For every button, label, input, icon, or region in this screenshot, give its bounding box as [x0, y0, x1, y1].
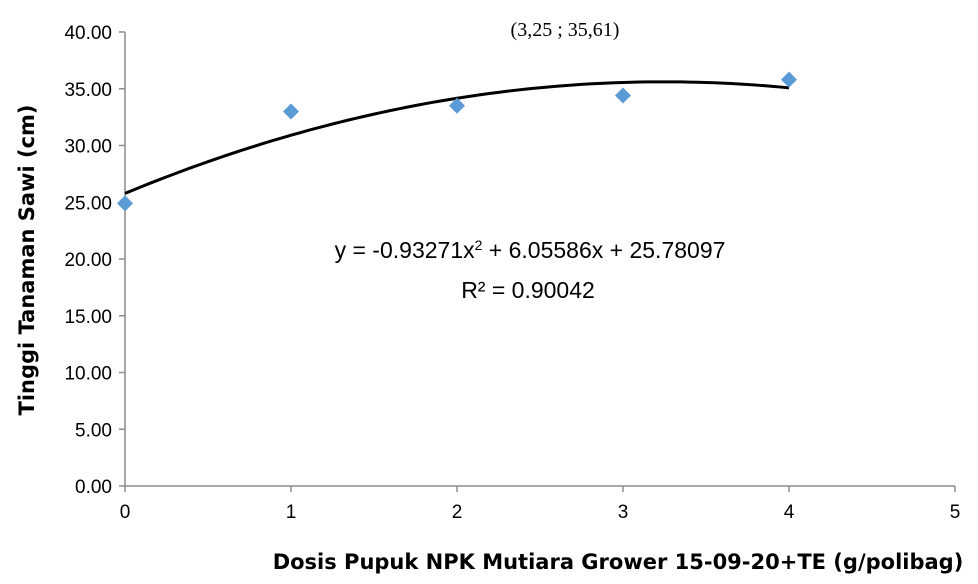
y-tick-label: 35.00 [64, 80, 112, 101]
data-point [449, 97, 465, 114]
x-tick-label: 0 [120, 502, 131, 523]
y-ticks: 0.00 5.00 10.00 15.00 20.00 25.00 30.00 35.00 40… [64, 23, 125, 498]
r-squared-label: R² = 0.90042 [461, 277, 595, 303]
data-point [615, 87, 631, 104]
peak-annotation: (3,25 ; 35,61) [511, 19, 620, 41]
equation-main: y = -0.93271x [335, 237, 476, 263]
y-tick-label: 30.00 [64, 137, 112, 158]
trendline-equation: y = -0.93271x2 + 6.05586x + 25.78097 [335, 237, 726, 263]
y-tick-label: 0.00 [75, 477, 112, 498]
y-tick-label: 40.00 [64, 23, 112, 44]
y-tick-label: 25.00 [64, 193, 112, 214]
equation-rest: + 6.05586x + 25.78097 [482, 237, 725, 263]
x-tick-label: 1 [286, 502, 297, 523]
equation-superscript: 2 [475, 237, 483, 253]
y-tick-label: 5.00 [75, 420, 112, 441]
x-tick-label: 4 [784, 502, 795, 523]
data-points [117, 71, 797, 212]
y-axis-title: Tinggi Tanaman Sawi (cm) [15, 104, 39, 415]
x-axis-title: Dosis Pupuk NPK Mutiara Grower 15-09-20+… [273, 550, 964, 574]
data-point [781, 71, 797, 88]
x-tick-label: 5 [950, 502, 961, 523]
x-ticks: 0 1 2 3 4 5 [120, 486, 961, 523]
x-tick-label: 2 [452, 502, 463, 523]
y-tick-label: 10.00 [64, 364, 112, 385]
y-tick-label: 15.00 [64, 307, 112, 328]
data-point [117, 195, 133, 212]
data-point [283, 103, 299, 120]
x-tick-label: 3 [618, 502, 629, 523]
y-tick-label: 20.00 [64, 250, 112, 271]
